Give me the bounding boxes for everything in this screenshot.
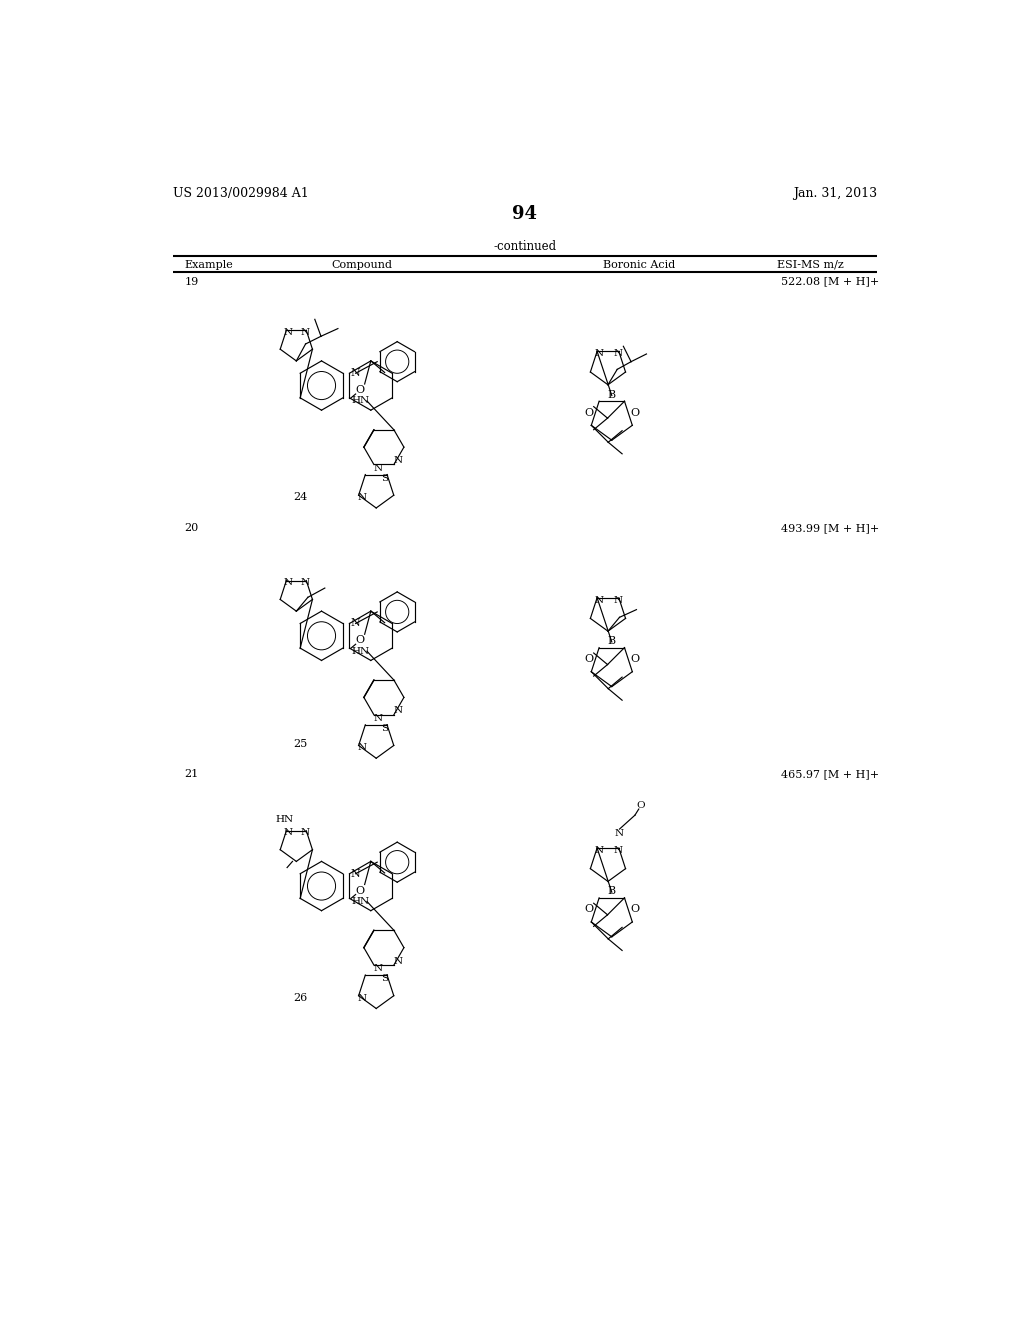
Text: N: N (358, 494, 367, 502)
Text: B: B (608, 636, 615, 647)
Text: N: N (613, 350, 623, 359)
Text: HN: HN (351, 898, 370, 906)
Text: 20: 20 (184, 523, 199, 533)
Text: N: N (301, 327, 310, 337)
Text: N: N (594, 846, 603, 855)
Text: N: N (351, 619, 360, 628)
Text: O: O (637, 801, 645, 810)
Text: HN: HN (275, 814, 294, 824)
Text: 522.08 [M + H]+: 522.08 [M + H]+ (781, 277, 880, 286)
Text: N: N (284, 578, 293, 587)
Text: N: N (393, 706, 402, 715)
Text: O: O (584, 408, 593, 417)
Text: O: O (355, 635, 365, 645)
Text: N: N (284, 829, 293, 837)
Text: US 2013/0029984 A1: US 2013/0029984 A1 (173, 186, 308, 199)
Text: O: O (631, 904, 639, 915)
Text: S: S (381, 974, 388, 983)
Text: B: B (608, 887, 615, 896)
Text: N: N (351, 368, 360, 379)
Text: Example: Example (184, 260, 233, 269)
Text: B: B (608, 389, 615, 400)
Text: N: N (594, 350, 603, 359)
Text: 25: 25 (293, 739, 307, 748)
Text: S: S (381, 725, 388, 733)
Text: 24: 24 (293, 492, 307, 502)
Text: N: N (393, 457, 402, 465)
Text: N: N (594, 595, 603, 605)
Text: N: N (615, 829, 624, 838)
Text: N: N (284, 327, 293, 337)
Text: N: N (358, 994, 367, 1002)
Text: 21: 21 (184, 770, 199, 779)
Text: HN: HN (351, 647, 370, 656)
Text: O: O (355, 385, 365, 395)
Text: -continued: -continued (494, 240, 556, 253)
Text: N: N (613, 595, 623, 605)
Text: N: N (358, 743, 367, 752)
Text: N: N (373, 714, 382, 723)
Text: N: N (373, 965, 382, 973)
Text: N: N (301, 578, 310, 587)
Text: HN: HN (351, 396, 370, 405)
Text: O: O (355, 886, 365, 896)
Text: S: S (381, 474, 388, 483)
Text: 493.99 [M + H]+: 493.99 [M + H]+ (781, 523, 880, 533)
Text: N: N (351, 869, 360, 879)
Text: 465.97 [M + H]+: 465.97 [M + H]+ (781, 770, 880, 779)
Text: N: N (613, 846, 623, 855)
Text: N: N (393, 957, 402, 966)
Text: N: N (373, 463, 382, 473)
Text: O: O (584, 904, 593, 915)
Text: ESI-MS m/z: ESI-MS m/z (777, 260, 844, 269)
Text: Compound: Compound (331, 260, 392, 269)
Text: O: O (584, 653, 593, 664)
Text: 19: 19 (184, 277, 199, 286)
Text: O: O (631, 653, 639, 664)
Text: Jan. 31, 2013: Jan. 31, 2013 (794, 186, 878, 199)
Text: N: N (301, 829, 310, 837)
Text: 94: 94 (512, 205, 538, 223)
Text: 26: 26 (293, 993, 307, 1003)
Text: O: O (631, 408, 639, 417)
Text: Boronic Acid: Boronic Acid (603, 260, 675, 269)
